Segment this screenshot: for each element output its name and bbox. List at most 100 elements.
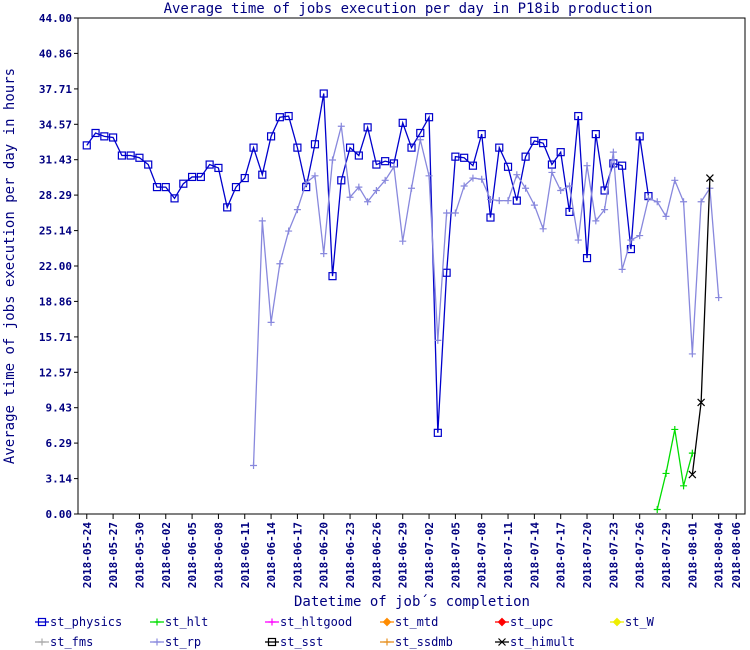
x-tick-label: 2018-06-20	[318, 522, 331, 588]
data-point	[398, 118, 407, 127]
data-point	[372, 160, 381, 169]
data-point	[250, 462, 258, 470]
data-point	[582, 254, 592, 263]
data-point	[100, 132, 109, 141]
legend-item: st_hlt	[150, 615, 208, 629]
x-axis-label: Datetime of job´s completion	[294, 594, 530, 610]
legend-item: st_physics	[35, 615, 122, 629]
data-point	[364, 198, 372, 206]
legend-label: st_hltgood	[280, 615, 352, 629]
data-point	[688, 350, 696, 358]
data-point	[135, 153, 144, 162]
legend-item: st_mtd	[380, 615, 438, 629]
legend-item: st_hltgood	[265, 615, 352, 629]
x-tick-label: 2018-07-29	[660, 522, 673, 588]
data-point	[223, 203, 232, 212]
legend-marker	[268, 618, 276, 626]
data-point	[275, 113, 284, 122]
data-point	[258, 170, 267, 179]
data-point	[205, 160, 214, 169]
data-point	[539, 139, 548, 148]
legend-marker	[153, 638, 161, 646]
data-point	[372, 186, 380, 194]
data-point	[697, 198, 705, 206]
data-point	[267, 318, 275, 326]
data-point	[468, 161, 478, 170]
data-point	[530, 201, 538, 209]
data-point	[390, 163, 398, 171]
x-tick-label: 2018-06-14	[265, 522, 278, 589]
data-point	[521, 152, 530, 161]
series-line	[252, 126, 720, 466]
data-point	[565, 182, 573, 190]
data-point	[478, 175, 486, 183]
legend-label: st_upc	[510, 615, 553, 629]
data-point	[618, 265, 626, 273]
data-point	[311, 172, 319, 180]
data-point	[662, 212, 670, 220]
data-point	[434, 336, 442, 344]
data-point	[240, 173, 249, 183]
data-point	[337, 122, 345, 130]
y-axis-label: Average time of jobs execution per day i…	[2, 68, 18, 464]
x-tick-label: 2018-07-11	[502, 522, 515, 589]
data-point	[425, 172, 433, 180]
data-point	[310, 140, 320, 149]
data-point	[214, 163, 223, 173]
x-tick-label: 2018-07-05	[449, 522, 462, 588]
y-tick-label: 40.86	[39, 47, 72, 60]
x-tick-label: 2018-07-26	[634, 522, 647, 589]
data-point	[285, 227, 293, 235]
legend-marker	[153, 618, 161, 626]
data-point	[530, 136, 539, 145]
data-point	[513, 171, 521, 179]
data-point	[319, 89, 328, 98]
data-point	[636, 232, 644, 240]
data-point	[302, 179, 310, 187]
data-point	[196, 172, 205, 182]
data-point	[451, 152, 460, 161]
data-point	[486, 213, 495, 222]
data-point	[293, 206, 301, 214]
legend-marker	[37, 617, 47, 627]
x-tick-label: 2018-06-05	[186, 522, 199, 588]
x-tick-label: 2018-05-27	[107, 522, 120, 588]
y-tick-label: 31.43	[39, 154, 72, 167]
legend-marker	[497, 617, 507, 627]
data-point	[381, 157, 390, 166]
data-point	[433, 428, 442, 437]
data-point	[653, 198, 661, 206]
legend-item: st_himult	[495, 635, 575, 649]
y-tick-label: 15.71	[39, 331, 72, 344]
data-point	[399, 237, 407, 245]
data-point	[626, 244, 636, 254]
data-point	[117, 151, 126, 160]
x-tick-label: 2018-07-23	[607, 522, 620, 588]
data-point	[512, 196, 521, 205]
data-point	[329, 156, 337, 164]
data-point	[503, 162, 513, 171]
data-point	[644, 194, 652, 202]
data-point	[688, 470, 697, 479]
data-point	[82, 141, 91, 150]
x-tick-label: 2018-06-29	[397, 522, 410, 588]
x-tick-label: 2018-05-30	[133, 522, 146, 588]
legend-label: st_ssdmb	[395, 635, 453, 649]
data-point	[126, 151, 135, 160]
y-tick-label: 37.71	[39, 83, 72, 96]
data-point	[601, 206, 609, 214]
y-tick-label: 44.00	[39, 12, 72, 25]
data-point	[443, 209, 451, 217]
data-point	[671, 176, 679, 184]
data-point	[381, 176, 389, 184]
chart-title: Average time of jobs execution per day i…	[164, 1, 653, 17]
data-point	[486, 195, 494, 203]
data-point	[653, 505, 661, 513]
data-point	[504, 197, 512, 205]
data-point	[363, 123, 372, 132]
x-tick-label: 2018-06-17	[291, 522, 304, 588]
y-tick-label: 18.86	[39, 295, 72, 308]
data-point	[715, 294, 723, 302]
x-tick-label: 2018-06-02	[160, 522, 173, 588]
